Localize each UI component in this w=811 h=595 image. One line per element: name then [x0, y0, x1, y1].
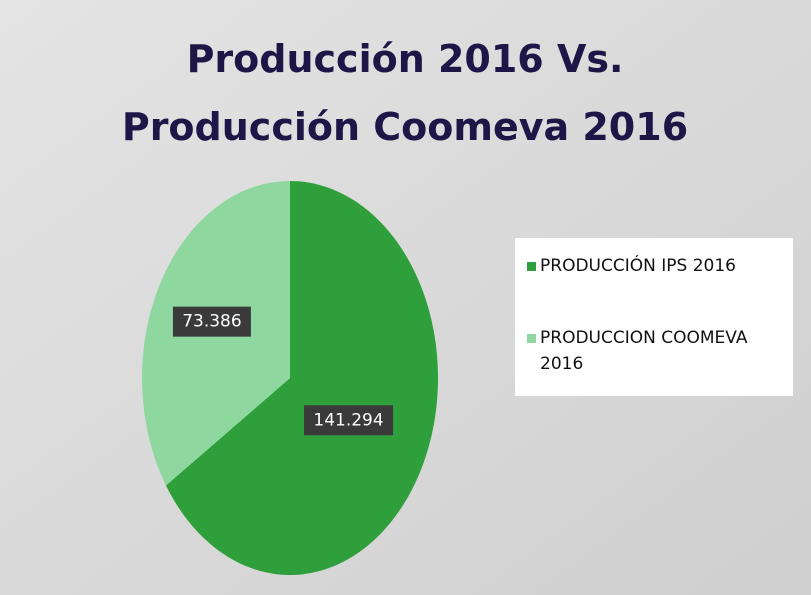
legend-box	[515, 238, 793, 396]
value-label-box	[172, 306, 251, 337]
legend-swatch	[527, 334, 536, 343]
legend-label: PRODUCCIÓN IPS 2016	[540, 254, 736, 276]
value-label: 73.386	[182, 312, 241, 332]
value-label-box	[304, 405, 394, 436]
legend-swatch	[527, 262, 536, 271]
chart-title: Producción 2016 Vs.	[187, 37, 624, 81]
chart-title: Producción Coomeva 2016	[122, 105, 688, 149]
pie-slice	[165, 181, 439, 575]
value-label: 141.294	[313, 410, 383, 430]
legend-label: PRODUCCION COOMEVA 2016	[540, 328, 748, 374]
